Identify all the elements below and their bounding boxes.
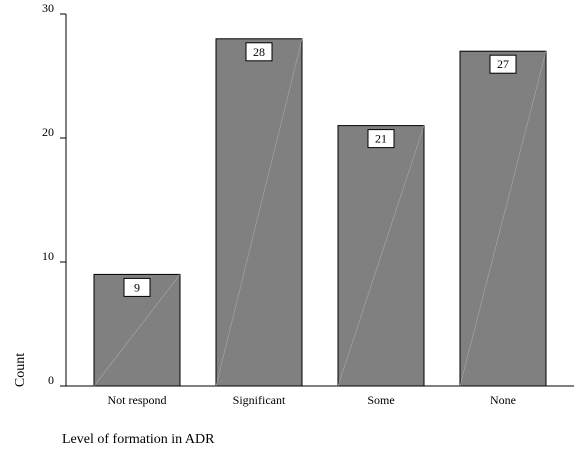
data-label: 28 [253, 45, 265, 59]
x-tick-label: Not respond [108, 393, 167, 407]
x-tick-label: Some [367, 393, 394, 407]
data-label-box [245, 42, 273, 62]
bar-shading-line [215, 38, 303, 387]
data-label: 21 [375, 132, 387, 146]
data-label-box [489, 54, 517, 74]
data-label: 27 [497, 57, 509, 71]
data-label: 9 [134, 280, 140, 294]
data-label-box [123, 277, 151, 297]
y-tick-label: 30 [42, 1, 54, 15]
x-axis-title: Level of formation in ADR [62, 432, 215, 447]
x-tick-label: Significant [233, 393, 286, 407]
bar-shading-line [459, 51, 547, 387]
y-tick-label: 20 [42, 125, 54, 139]
bar-shading-line [337, 125, 425, 387]
x-tick-label: None [490, 393, 516, 407]
y-axis-title: Count [13, 353, 28, 387]
data-labels: 9 28 21 27 [123, 42, 517, 297]
bars [93, 38, 547, 387]
y-tick-label: 10 [42, 249, 54, 263]
y-tick-label: 0 [48, 373, 54, 387]
data-label-box [367, 129, 395, 149]
bar-shading-line [93, 274, 181, 387]
